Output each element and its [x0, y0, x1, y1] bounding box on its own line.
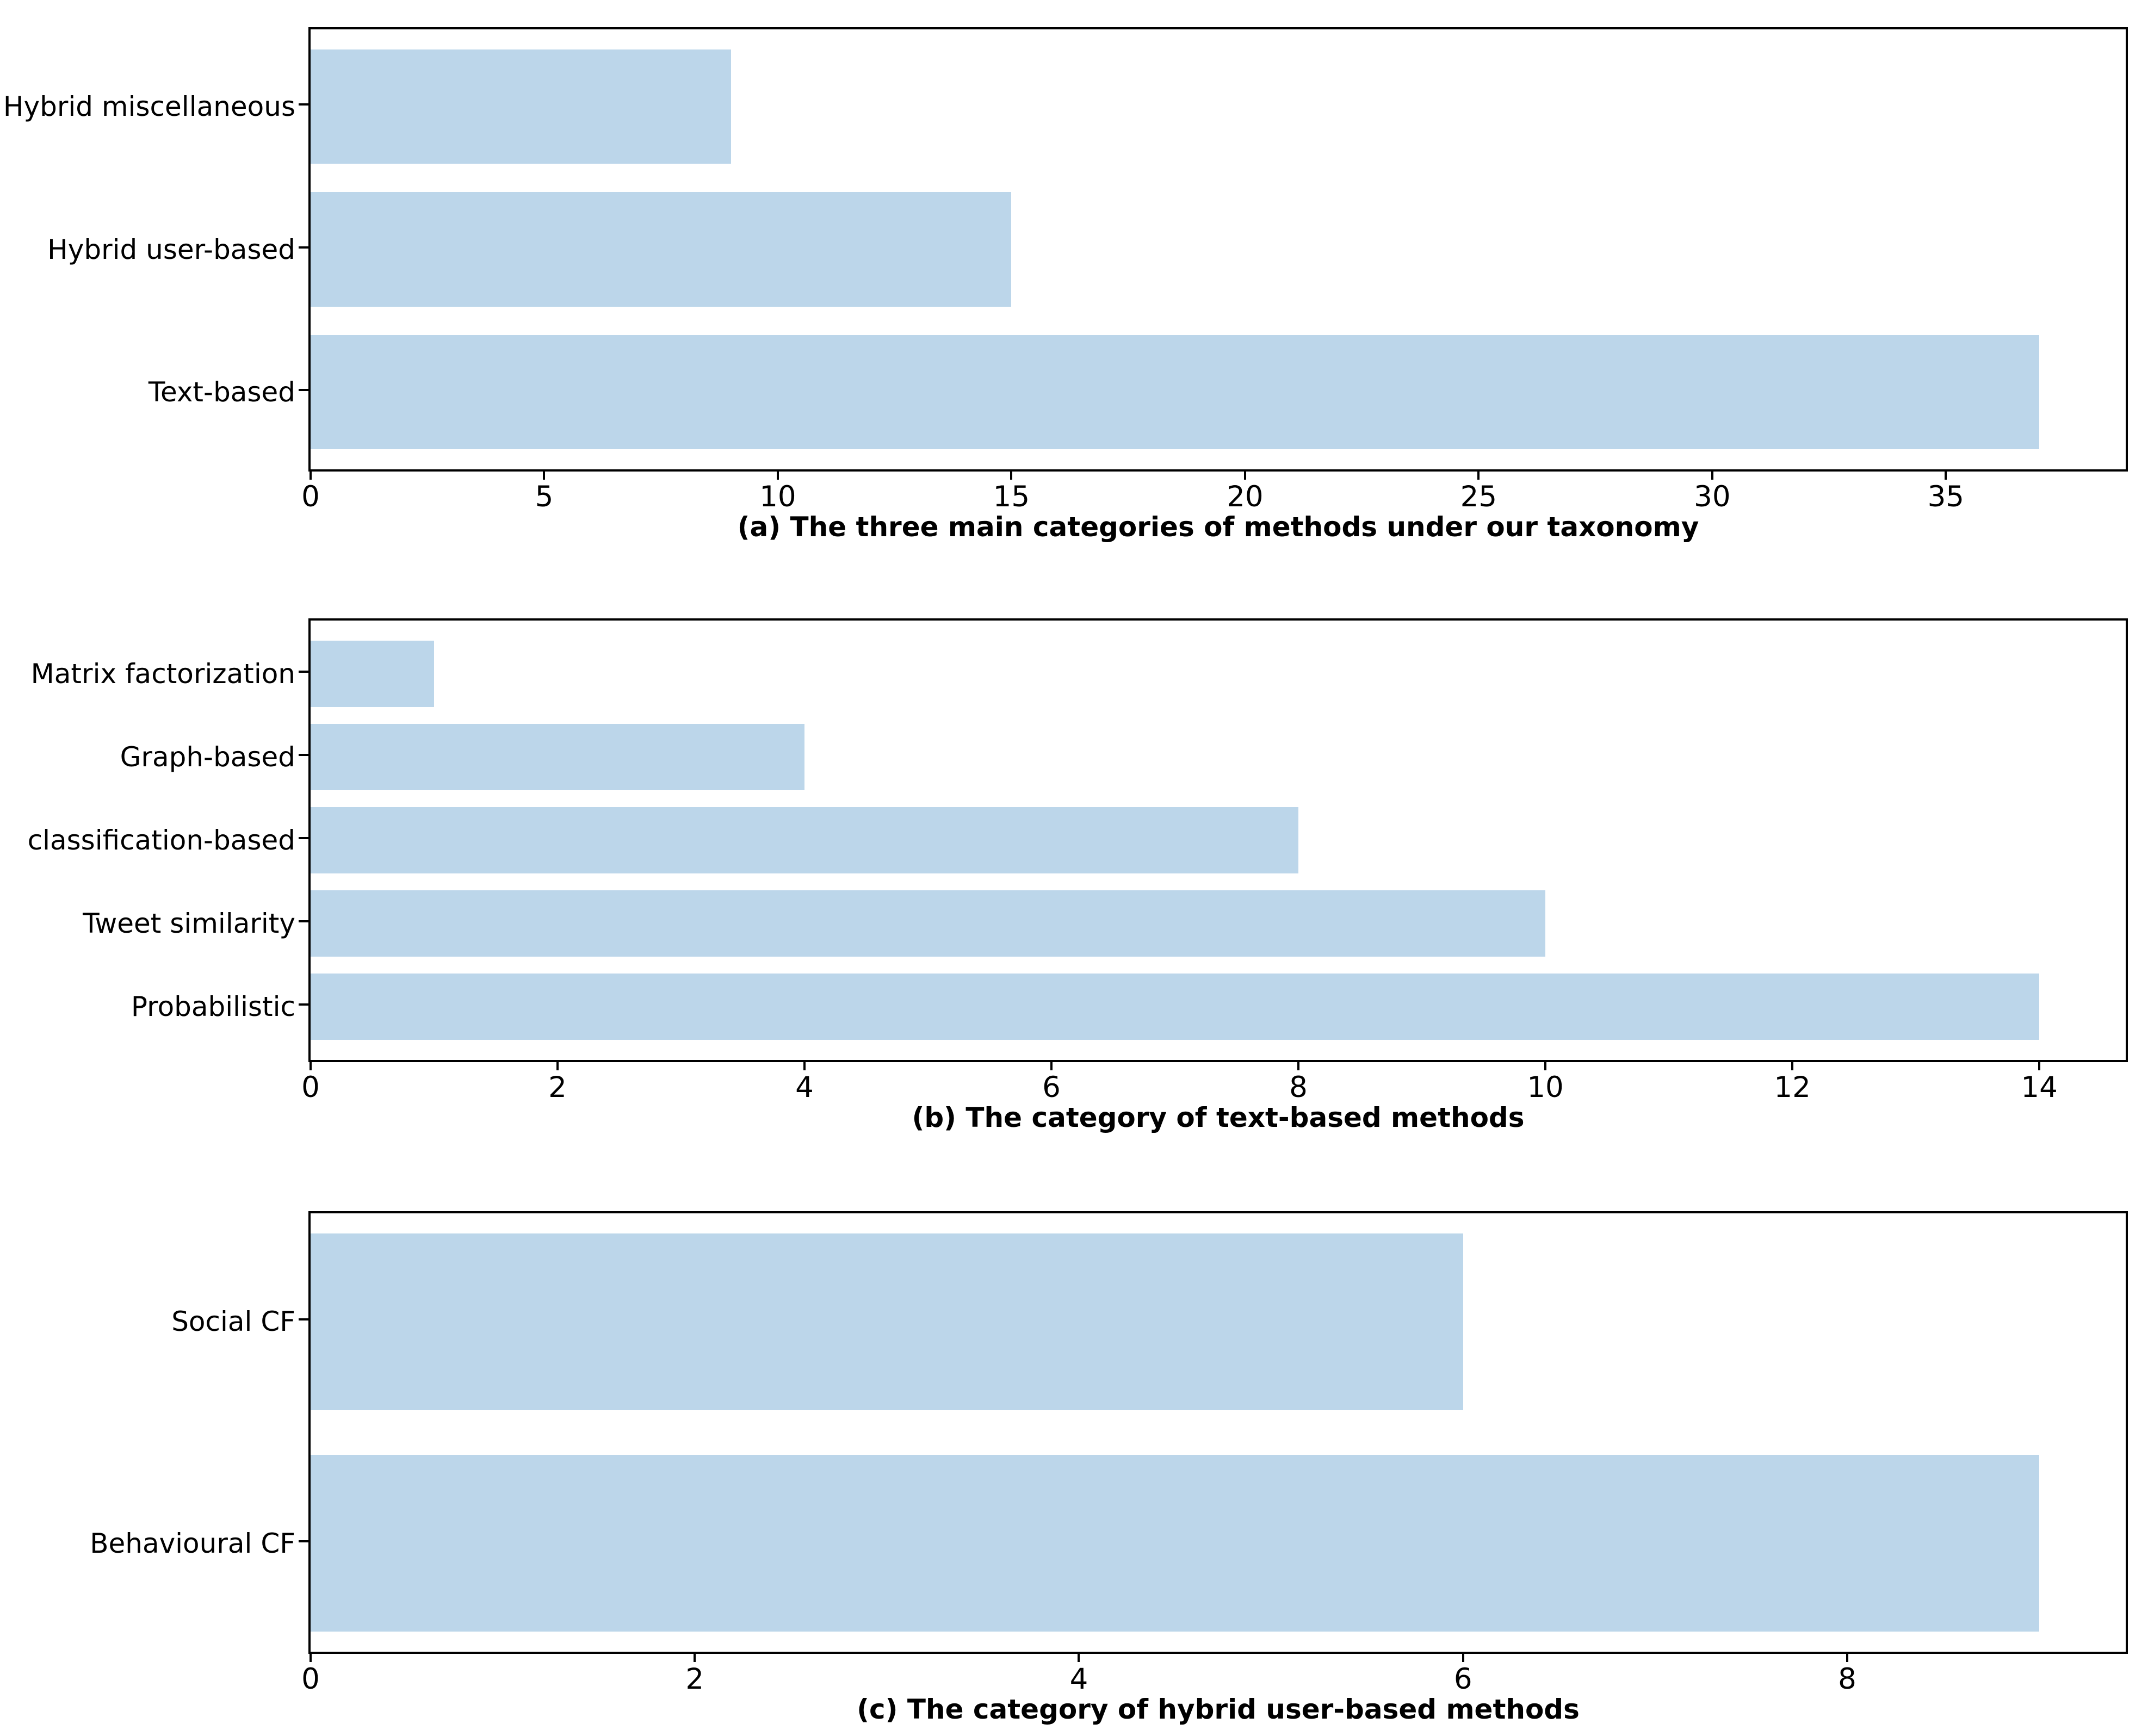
x-tick-mark: [1243, 472, 1246, 480]
y-tick-label: Matrix factorization: [30, 658, 295, 690]
y-tick-mark: [299, 670, 308, 673]
x-tick-mark: [1544, 1062, 1547, 1070]
x-tick-mark: [1477, 472, 1480, 480]
bar-text-based: [311, 335, 2040, 450]
x-tick-label: 4: [795, 1071, 814, 1104]
x-tick-mark: [1462, 1654, 1464, 1662]
x-tick-label: 5: [535, 480, 554, 513]
x-tick-label: 0: [301, 1071, 320, 1104]
x-tick-label: 0: [301, 1663, 320, 1696]
x-tick-mark: [1791, 1062, 1794, 1070]
x-tick-mark: [694, 1654, 696, 1662]
bar-probabilistic: [311, 973, 2040, 1040]
y-tick-mark: [299, 246, 308, 249]
x-tick-label: 14: [2021, 1071, 2058, 1104]
x-tick-label: 0: [301, 480, 320, 513]
x-tick-label: 6: [1042, 1071, 1061, 1104]
bar-hybrid-user-based: [311, 192, 1012, 307]
x-tick-mark: [803, 1062, 806, 1070]
x-tick-mark: [1711, 472, 1713, 480]
bar-classification-based: [311, 807, 1299, 874]
chart-a-caption: (a) The three main categories of methods…: [737, 511, 1699, 543]
x-tick-label: 15: [993, 480, 1030, 513]
y-tick-mark: [299, 837, 308, 839]
y-tick-mark: [299, 1540, 308, 1542]
x-tick-mark: [2038, 1062, 2041, 1070]
y-tick-label: Social CF: [171, 1306, 295, 1338]
y-tick-label: Tweet similarity: [83, 908, 295, 940]
y-tick-mark: [299, 103, 308, 106]
y-tick-mark: [299, 1003, 308, 1006]
plot-area-b: [308, 618, 2128, 1062]
x-tick-label: 2: [685, 1663, 704, 1696]
x-tick-mark: [556, 1062, 559, 1070]
x-tick-mark: [543, 472, 546, 480]
x-tick-mark: [1078, 1654, 1080, 1662]
x-tick-mark: [310, 1062, 312, 1070]
x-tick-mark: [776, 472, 779, 480]
y-tick-label: Hybrid user-based: [47, 233, 295, 265]
y-tick-label: classification-based: [27, 824, 295, 856]
x-tick-label: 6: [1453, 1663, 1472, 1696]
bar-behavioural-cf: [311, 1454, 2040, 1632]
x-tick-mark: [1010, 472, 1013, 480]
x-tick-mark: [310, 1654, 312, 1662]
y-tick-mark: [299, 920, 308, 923]
bar-tweet-similarity: [311, 890, 1546, 957]
x-tick-mark: [310, 472, 312, 480]
y-tick-mark: [299, 753, 308, 756]
y-tick-label: Probabilistic: [131, 991, 295, 1023]
x-tick-label: 12: [1774, 1071, 1811, 1104]
y-tick-label: Behavioural CF: [90, 1527, 295, 1559]
x-tick-label: 8: [1838, 1663, 1856, 1696]
x-tick-mark: [1945, 472, 1947, 480]
bar-matrix-factorization: [311, 640, 434, 708]
x-tick-label: 30: [1694, 480, 1731, 513]
x-tick-label: 4: [1069, 1663, 1088, 1696]
x-tick-mark: [1297, 1062, 1300, 1070]
chart-b-caption: (b) The category of text-based methods: [912, 1102, 1525, 1133]
x-tick-label: 2: [548, 1071, 567, 1104]
plot-area-a: [308, 27, 2128, 472]
y-tick-mark: [299, 389, 308, 392]
bar-graph-based: [311, 723, 805, 791]
x-tick-label: 10: [759, 480, 796, 513]
x-tick-label: 8: [1289, 1071, 1308, 1104]
y-tick-label: Hybrid miscellaneous: [3, 90, 295, 122]
x-tick-label: 20: [1227, 480, 1264, 513]
x-tick-label: 35: [1927, 480, 1965, 513]
y-tick-mark: [299, 1318, 308, 1321]
x-tick-mark: [1846, 1654, 1848, 1662]
bar-social-cf: [311, 1233, 1463, 1411]
plot-area-c: [308, 1211, 2128, 1654]
x-tick-label: 10: [1527, 1071, 1564, 1104]
bar-hybrid-miscellaneous: [311, 49, 732, 164]
chart-c-caption: (c) The category of hybrid user-based me…: [857, 1694, 1580, 1725]
x-tick-mark: [1050, 1062, 1053, 1070]
y-tick-label: Text-based: [148, 376, 295, 408]
y-tick-label: Graph-based: [120, 741, 295, 773]
x-tick-label: 25: [1460, 480, 1497, 513]
